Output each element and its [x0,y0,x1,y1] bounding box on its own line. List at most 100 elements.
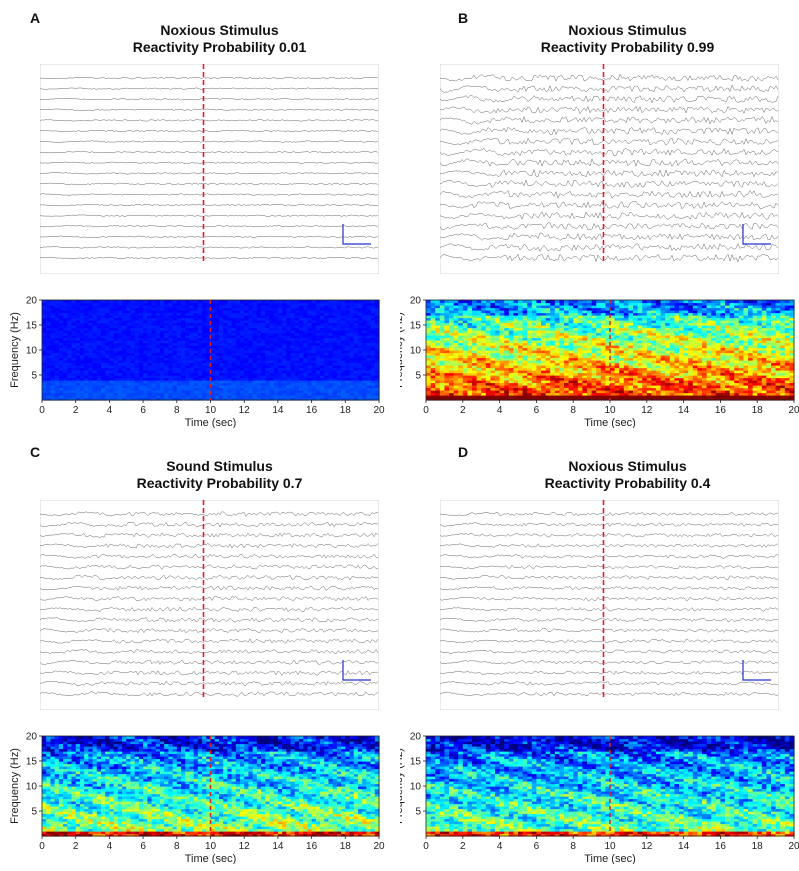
heatmap-cell [54,360,60,364]
heatmap-cell [172,315,178,319]
heatmap-cell [307,355,313,359]
heatmap-cell [269,392,275,396]
heatmap-cell [748,375,754,379]
heatmap-cell [374,385,380,389]
heatmap-cell [168,350,174,354]
heatmap-cell [256,310,262,314]
heatmap-cell [248,300,254,304]
heatmap-cell [692,397,698,401]
heatmap-cell [168,367,174,371]
heatmap-cell [307,325,313,329]
heatmap-cell [273,320,279,324]
heatmap-cell [113,395,119,399]
heatmap-cell [651,372,657,376]
heatmap-cell [362,302,367,306]
heatmap-cell [637,395,643,399]
heatmap-cell [582,392,588,396]
heatmap-cell [172,390,178,394]
heatmap-cell [84,317,89,321]
heatmap-cell [252,310,258,314]
heatmap-cell [168,337,174,341]
heatmap-cell [46,372,52,376]
heatmap-cell [706,380,712,384]
heatmap-cell [311,337,317,341]
heatmap-cell [715,395,721,399]
heatmap-cell [660,377,666,381]
heatmap-cell [84,312,89,316]
heatmap-cell [286,372,292,376]
heatmap-cell [298,350,304,354]
heatmap-cell [210,377,216,381]
heatmap-cell [679,365,685,369]
heatmap-cell [67,337,73,341]
heatmap-cell [113,392,119,396]
heatmap-cell [692,360,698,364]
heatmap-cell [244,322,250,326]
eeg-channel-trace [40,108,379,111]
heatmap-cell [218,340,224,344]
heatmap-cell [370,300,376,304]
heatmap-cell [449,357,455,361]
heatmap-cell [88,325,94,329]
heatmap-cell [151,392,157,396]
heatmap-cell [349,317,355,321]
heatmap-cell [328,370,334,374]
heatmap-cell [134,380,140,384]
heatmap-cell [210,392,216,396]
heatmap-cell [159,345,165,349]
heatmap-cell [366,367,372,371]
heatmap-cell [63,367,68,371]
heatmap-cell [476,390,482,394]
heatmap-cell [349,360,355,364]
heatmap-cell [298,387,304,391]
heatmap-cell [651,392,657,396]
heatmap-cell [239,350,245,354]
heatmap-cell [134,390,140,394]
heatmap-cell [46,300,52,304]
heatmap-cell [646,382,652,386]
heatmap-cell [206,367,212,371]
heatmap-cell [660,350,666,354]
heatmap-cell [444,377,450,381]
heatmap-cell [67,367,73,371]
heatmap-cell [227,385,233,389]
heatmap-cell [223,362,228,366]
heatmap-cell [286,325,292,329]
heatmap-cell [92,347,98,351]
heatmap-cell [679,375,685,379]
heatmap-cell [784,357,790,361]
heatmap-cell [374,312,380,316]
heatmap-cell [303,340,308,344]
heatmap-cell [290,385,296,389]
heatmap-cell [697,375,703,379]
heatmap-cell [96,387,102,391]
heatmap-cell [164,340,169,344]
eeg-channel-trace [440,115,779,125]
heatmap-cell [88,307,94,311]
heatmap-cell [189,377,195,381]
heatmap-cell [273,335,279,339]
heatmap-cell [706,355,712,359]
heatmap-cell [210,375,216,379]
heatmap-cell [345,302,351,306]
heatmap-cell [481,360,487,364]
heatmap-cell [151,315,157,319]
heatmap-cell [147,377,153,381]
heatmap-cell [307,332,313,336]
heatmap-cell [311,390,317,394]
heatmap-cell [63,382,68,386]
heatmap-cell [449,362,455,366]
heatmap-cell [485,377,491,381]
heatmap-cell [550,367,556,371]
heatmap-cell [522,375,528,379]
heatmap-cell [775,382,781,386]
heatmap-cell [587,372,593,376]
heatmap-cell [239,382,245,386]
heatmap-cell [181,355,186,359]
heatmap-cell [439,385,445,389]
heatmap-cell [193,302,199,306]
heatmap-cell [227,300,233,304]
heatmap-cell [336,352,342,356]
heatmap-cell [67,330,73,334]
